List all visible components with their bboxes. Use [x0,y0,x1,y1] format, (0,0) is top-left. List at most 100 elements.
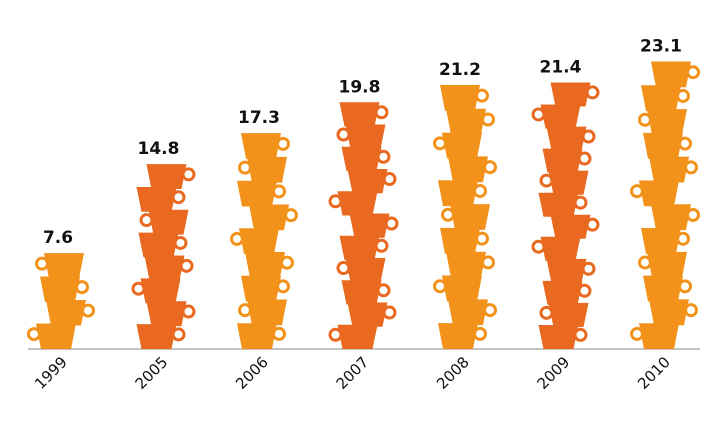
cup-segment [639,180,679,207]
cup-handle [181,167,196,182]
cup-segment [148,209,189,235]
cup-handle-hole [178,240,183,246]
x-tick-label: 2006 [232,353,272,393]
x-tick-label: 2007 [333,353,373,393]
cup-handle [433,136,447,151]
cup-segment [241,133,281,159]
cup-segment [347,169,388,194]
cup-handle [573,327,588,342]
cup-handle [280,255,294,270]
cup-handle [276,136,290,151]
cup-handle [35,256,49,271]
cup-handle-hole [280,141,286,147]
cup-segment [440,84,480,111]
cup-handle-hole [690,212,696,218]
cup-segment [339,102,380,127]
bar-2009 [531,82,600,349]
cup-handle-hole [582,156,587,162]
cup-segment [138,232,179,258]
cup-handle-hole [690,69,696,75]
cup-handle [585,85,600,100]
cup-handle-hole [39,261,45,267]
cup-handle [179,258,194,273]
cup-segment [245,251,285,278]
cup-segment [341,280,382,305]
cup-handle-hole [276,331,282,337]
value-label: 19.8 [339,77,381,97]
x-tick-label: 2010 [634,353,674,393]
cup-segment [641,228,681,254]
cup-handle-hole [136,286,141,292]
cup-handle [336,261,351,276]
cup-handle [577,283,592,298]
cup-handle-hole [381,287,386,293]
cup-segment [651,204,691,231]
cup-handle [272,326,286,341]
cup-handle [481,112,495,127]
cup-handle-hole [387,310,392,316]
cup-segment [438,323,478,349]
cup-handle [230,231,244,246]
cup-segment [345,124,386,149]
bar-1999 [27,253,95,349]
cup-handle-hole [688,164,694,170]
cup-handle [573,195,588,210]
cup-handle-hole [31,331,37,337]
x-tick-labels: 1999 2005 2006 2007 2008 2009 2010 [31,353,674,393]
cup-segment [641,85,681,112]
cup-segment [647,109,687,135]
cup-segment [546,258,587,283]
cup-segment [136,324,177,349]
cup-handle [384,216,399,231]
cup-segment [241,275,281,302]
cup-handle-hole [578,200,583,206]
cup-handle [473,183,487,198]
cup-handle-hole [379,109,384,115]
cup-handle-hole [445,212,451,218]
cup-segment [249,204,289,231]
cup-handle-hole [379,243,384,249]
cup-handle [336,127,351,142]
cup-handle [483,160,497,175]
cup-handle-hole [536,111,541,117]
cup-handle [328,194,343,209]
cup-handle [638,112,652,127]
cup-handle-hole [234,236,240,242]
cup-segment [239,228,279,254]
cup-segment [538,192,579,217]
cup-segment [647,251,687,278]
cup-handle [376,149,391,164]
cup-segment [247,156,287,183]
cup-handle [630,184,644,199]
cup-handle-hole [544,310,549,316]
value-label: 23.1 [640,36,682,56]
cup-segment [540,104,581,129]
bar-2007 [328,102,399,349]
cup-handle-hole [144,217,149,223]
cup-handle-hole [485,259,491,265]
cup-handle-hole [634,188,640,194]
cup-handle-hole [536,244,541,250]
cup-segment [448,156,488,183]
cup-segment [146,164,187,189]
cup-segment [442,132,482,159]
cup-handle-hole [341,265,346,271]
cup-segment [36,323,76,349]
cup-handle [581,261,596,276]
cup-handle-hole [479,93,485,99]
cup-segment [649,156,689,183]
cup-segment [136,186,177,212]
cup-segment [337,191,378,216]
x-tick-label: 2009 [534,353,574,393]
value-labels: 7.6 14.8 17.3 19.8 21.2 21.4 23.1 [43,36,682,248]
cup-handle-hole [590,89,595,95]
value-label: 7.6 [43,228,73,248]
cup-segment [639,323,679,349]
cup-handle-hole [242,165,248,171]
cup-segment [440,227,480,254]
cup-handle [328,327,343,342]
cup-handle-hole [284,260,290,266]
cup-handle [81,303,95,318]
cup-handle [630,326,644,341]
